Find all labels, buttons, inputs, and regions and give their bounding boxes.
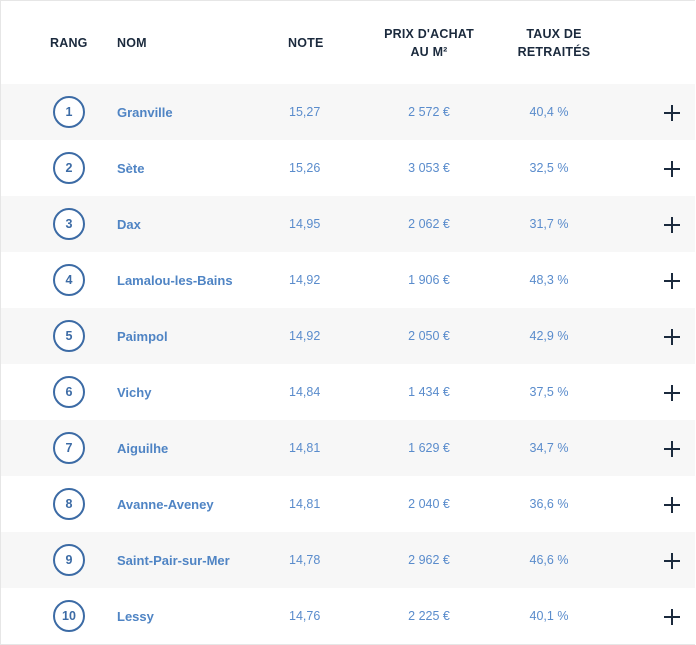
header-name: NOM [117,35,147,50]
price-value: 2 962 € [408,553,450,567]
city-name-link[interactable]: Vichy [117,384,152,400]
note-value: 14,92 [289,273,321,287]
city-name-link[interactable]: Lessy [117,608,154,624]
rank-badge: 2 [53,152,85,184]
retired-rate-value: 36,6 % [529,497,569,511]
header-note: NOTE [288,35,324,50]
city-name-link[interactable]: Granville [117,104,173,120]
retired-rate-value: 40,1 % [529,609,569,623]
table-row: 1 Granville 15,27 2 572 € 40,4 % [1,84,695,140]
rank-badge: 8 [53,488,85,520]
note-value: 14,78 [289,553,321,567]
price-value: 1 906 € [408,273,450,287]
header-retired-line1: TAUX DE [526,26,582,41]
rank-badge: 9 [53,544,85,576]
plus-icon[interactable] [664,553,680,569]
table-row: 4 Lamalou-les-Bains 14,92 1 906 € 48,3 % [1,252,695,308]
table-row: 3 Dax 14,95 2 062 € 31,7 % [1,196,695,252]
city-name-link[interactable]: Saint-Pair-sur-Mer [117,552,230,568]
table-row: 7 Aiguilhe 14,81 1 629 € 34,7 % [1,420,695,476]
table-row: 9 Saint-Pair-sur-Mer 14,78 2 962 € 46,6 … [1,532,695,588]
note-value: 14,92 [289,329,321,343]
price-value: 1 434 € [408,385,450,399]
retired-rate-value: 42,9 % [529,329,569,343]
price-value: 2 040 € [408,497,450,511]
rank-badge: 6 [53,376,85,408]
plus-icon[interactable] [664,161,680,177]
header-price-line1: PRIX D'ACHAT [384,26,474,41]
header-rank: RANG [50,35,88,50]
header-price: PRIX D'ACHAT AU M² [373,1,485,84]
rank-badge: 5 [53,320,85,352]
note-value: 15,26 [289,161,321,175]
city-name-link[interactable]: Paimpol [117,328,168,344]
note-value: 14,76 [289,609,321,623]
header-price-line2: AU M² [410,44,448,59]
table-row: 10 Lessy 14,76 2 225 € 40,1 % [1,588,695,644]
plus-icon[interactable] [664,105,680,121]
table-row: 8 Avanne-Aveney 14,81 2 040 € 36,6 % [1,476,695,532]
plus-icon[interactable] [664,609,680,625]
table-header: RANG NOM NOTE PRIX D'ACHAT AU M² TAUX DE… [1,1,695,84]
price-value: 2 050 € [408,329,450,343]
note-value: 14,81 [289,497,321,511]
retired-rate-value: 37,5 % [529,385,569,399]
city-name-link[interactable]: Avanne-Aveney [117,496,214,512]
table-row: 6 Vichy 14,84 1 434 € 37,5 % [1,364,695,420]
rank-badge: 1 [53,96,85,128]
retired-rate-value: 46,6 % [529,553,569,567]
rank-badge: 7 [53,432,85,464]
price-value: 1 629 € [408,441,450,455]
plus-icon[interactable] [664,273,680,289]
table-row: 5 Paimpol 14,92 2 050 € 42,9 % [1,308,695,364]
plus-icon[interactable] [664,441,680,457]
retired-rate-value: 32,5 % [529,161,569,175]
city-name-link[interactable]: Lamalou-les-Bains [117,272,233,288]
city-name-link[interactable]: Sète [117,160,145,176]
header-retired-line2: RETRAITÉS [517,44,591,59]
price-value: 2 572 € [408,105,450,119]
note-value: 14,81 [289,441,321,455]
price-value: 2 062 € [408,217,450,231]
rank-badge: 4 [53,264,85,296]
note-value: 15,27 [289,105,321,119]
rank-badge: 10 [53,600,85,632]
retired-rate-value: 48,3 % [529,273,569,287]
header-retired: TAUX DE RETRAITÉS [501,1,607,84]
plus-icon[interactable] [664,385,680,401]
table-body: 1 Granville 15,27 2 572 € 40,4 % 2 Sète … [1,84,695,644]
retired-rate-value: 31,7 % [529,217,569,231]
retired-rate-value: 40,4 % [529,105,569,119]
city-name-link[interactable]: Dax [117,216,141,232]
city-name-link[interactable]: Aiguilhe [117,440,169,456]
price-value: 2 225 € [408,609,450,623]
price-value: 3 053 € [408,161,450,175]
plus-icon[interactable] [664,329,680,345]
note-value: 14,84 [289,385,321,399]
retired-rate-value: 34,7 % [529,441,569,455]
plus-icon[interactable] [664,217,680,233]
rank-badge: 3 [53,208,85,240]
note-value: 14,95 [289,217,321,231]
plus-icon[interactable] [664,497,680,513]
table-row: 2 Sète 15,26 3 053 € 32,5 % [1,140,695,196]
